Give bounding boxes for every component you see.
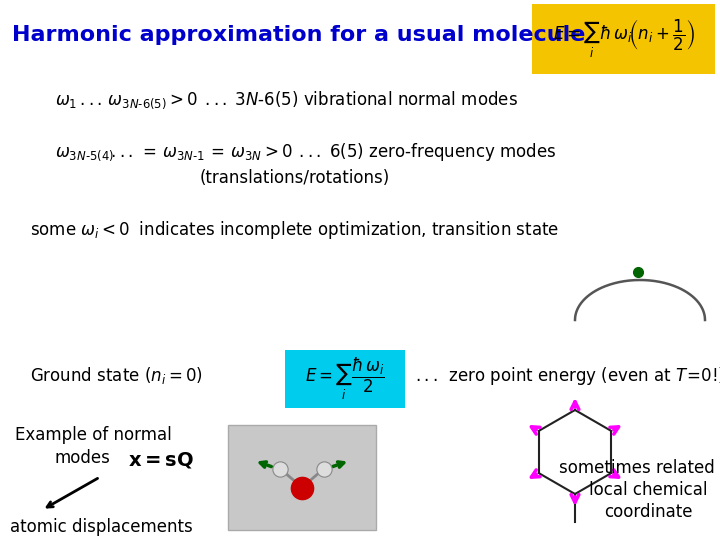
Text: Harmonic approximation for a usual molecule: Harmonic approximation for a usual molec… <box>12 25 585 45</box>
Text: local chemical: local chemical <box>589 481 707 499</box>
Bar <box>228 425 376 530</box>
Text: some $\omega_i < 0\;$ indicates incomplete optimization, transition state: some $\omega_i < 0\;$ indicates incomple… <box>30 219 559 241</box>
Text: $E = \sum_i \dfrac{\hbar\,\omega_i}{2}$: $E = \sum_i \dfrac{\hbar\,\omega_i}{2}$ <box>305 356 385 402</box>
Text: $E = \sum_i \hbar\,\omega_i\!\left(n_i + \dfrac{1}{2}\right)$: $E = \sum_i \hbar\,\omega_i\!\left(n_i +… <box>552 18 695 60</box>
Text: $\omega_{3N\text{-}5(4)}\!...\, =\, \omega_{3N\text{-}1}\, =\, \omega_{3N} > 0\;: $\omega_{3N\text{-}5(4)}\!...\, =\, \ome… <box>55 141 557 163</box>
Bar <box>285 350 405 408</box>
Text: sometimes related to: sometimes related to <box>559 459 720 477</box>
Text: Ground state $(n_i = 0)$: Ground state $(n_i = 0)$ <box>30 366 203 387</box>
Text: $\mathbf{x = sQ}$: $\mathbf{x = sQ}$ <box>128 450 194 470</box>
Text: modes: modes <box>55 449 111 467</box>
Text: atomic displacements: atomic displacements <box>10 518 193 536</box>
Text: $\omega_1\,...\,\omega_{3N\text{-}6(5)} > 0\;\,...\; 3N\text{-}6(5)$ vibrational: $\omega_1\,...\,\omega_{3N\text{-}6(5)} … <box>55 89 518 111</box>
Text: Example of normal: Example of normal <box>15 426 172 444</box>
Text: (translations/rotations): (translations/rotations) <box>200 169 390 187</box>
Text: coordinate: coordinate <box>604 503 692 521</box>
Bar <box>532 4 715 74</box>
Text: $...\,$ zero point energy (even at $T\!=\!0$!): $...\,$ zero point energy (even at $T\!=… <box>415 365 720 387</box>
